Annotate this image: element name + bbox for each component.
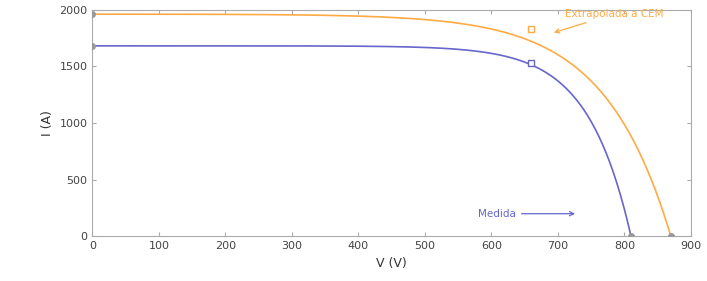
Text: Extrapolada a CEM: Extrapolada a CEM — [555, 9, 663, 33]
Y-axis label: I (A): I (A) — [41, 110, 54, 136]
Text: Medida: Medida — [478, 209, 573, 219]
X-axis label: V (V): V (V) — [376, 257, 407, 270]
